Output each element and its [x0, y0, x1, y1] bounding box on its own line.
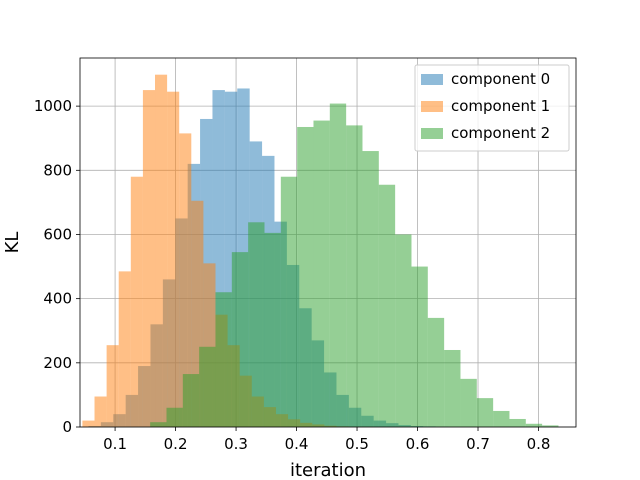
legend-label-component-0: component 0 — [451, 70, 550, 88]
legend-label-component-1: component 1 — [451, 97, 550, 115]
x-tick-label: 0.8 — [527, 435, 551, 453]
legend-swatch-component-2 — [421, 128, 443, 139]
bar-component-2 — [231, 252, 249, 427]
y-tick-label: 800 — [43, 161, 72, 179]
bar-component-1 — [82, 420, 95, 427]
bar-component-2 — [166, 407, 183, 427]
x-tick-label: 0.2 — [164, 435, 188, 453]
bar-component-2 — [264, 232, 281, 427]
bar-component-2 — [444, 349, 461, 427]
bar-component-1 — [155, 74, 168, 428]
bar-component-1 — [106, 345, 119, 427]
y-axis-label: KL — [2, 232, 23, 254]
x-tick-label: 0.4 — [285, 435, 309, 453]
bar-component-2 — [427, 317, 445, 427]
x-tick-label: 0.6 — [406, 435, 430, 453]
bar-component-2 — [542, 425, 559, 427]
bar-component-2 — [346, 125, 363, 428]
bar-component-2 — [509, 418, 526, 427]
bar-component-1 — [94, 396, 107, 427]
bar-component-2 — [215, 292, 232, 427]
bar-component-2 — [525, 423, 543, 427]
bar-component-2 — [329, 103, 347, 427]
y-axis-ticks: 0 200 400 600 800 1000 — [34, 97, 80, 436]
x-axis-ticks: 0.1 0.2 0.3 0.4 0.5 0.6 0.7 0.8 — [103, 427, 550, 453]
legend: component 0 component 1 component 2 — [414, 64, 570, 152]
y-tick-label: 1000 — [34, 97, 72, 115]
legend-swatch-component-1 — [421, 101, 443, 112]
x-tick-label: 0.1 — [103, 435, 127, 453]
x-tick-label: 0.5 — [345, 435, 369, 453]
bar-component-2 — [476, 398, 494, 427]
plot-area-frame — [79, 57, 577, 428]
legend-box — [414, 64, 570, 152]
bar-component-2 — [493, 410, 510, 427]
x-axis-label: iteration — [290, 460, 366, 480]
bar-component-1 — [118, 271, 131, 427]
y-tick-label: 200 — [43, 354, 72, 372]
bar-component-2 — [182, 374, 200, 427]
bar-component-2 — [150, 422, 167, 427]
y-tick-label: 600 — [43, 225, 72, 243]
bar-component-2 — [297, 126, 314, 428]
bar-component-1 — [142, 90, 156, 427]
bar-component-2 — [313, 120, 330, 427]
bar-component-1 — [167, 91, 180, 427]
bar-component-1 — [179, 133, 192, 427]
bar-component-2 — [460, 378, 477, 427]
bar-component-2 — [280, 176, 298, 427]
y-tick-label: 0 — [62, 418, 72, 436]
legend-label-component-2: component 2 — [451, 124, 550, 142]
x-tick-label: 0.7 — [466, 435, 490, 453]
bar-component-2 — [411, 266, 428, 427]
bar-component-1 — [130, 176, 143, 427]
bar-component-2 — [248, 222, 265, 427]
bar-component-2 — [378, 184, 396, 427]
x-tick-label: 0.3 — [224, 435, 248, 453]
bar-component-2 — [395, 234, 412, 427]
bar-component-2 — [199, 346, 216, 427]
legend-swatch-component-0 — [421, 74, 443, 85]
bar-component-2 — [362, 151, 379, 427]
histogram-bars — [82, 74, 559, 428]
series-component-2 — [150, 103, 559, 428]
y-tick-label: 400 — [43, 290, 72, 308]
